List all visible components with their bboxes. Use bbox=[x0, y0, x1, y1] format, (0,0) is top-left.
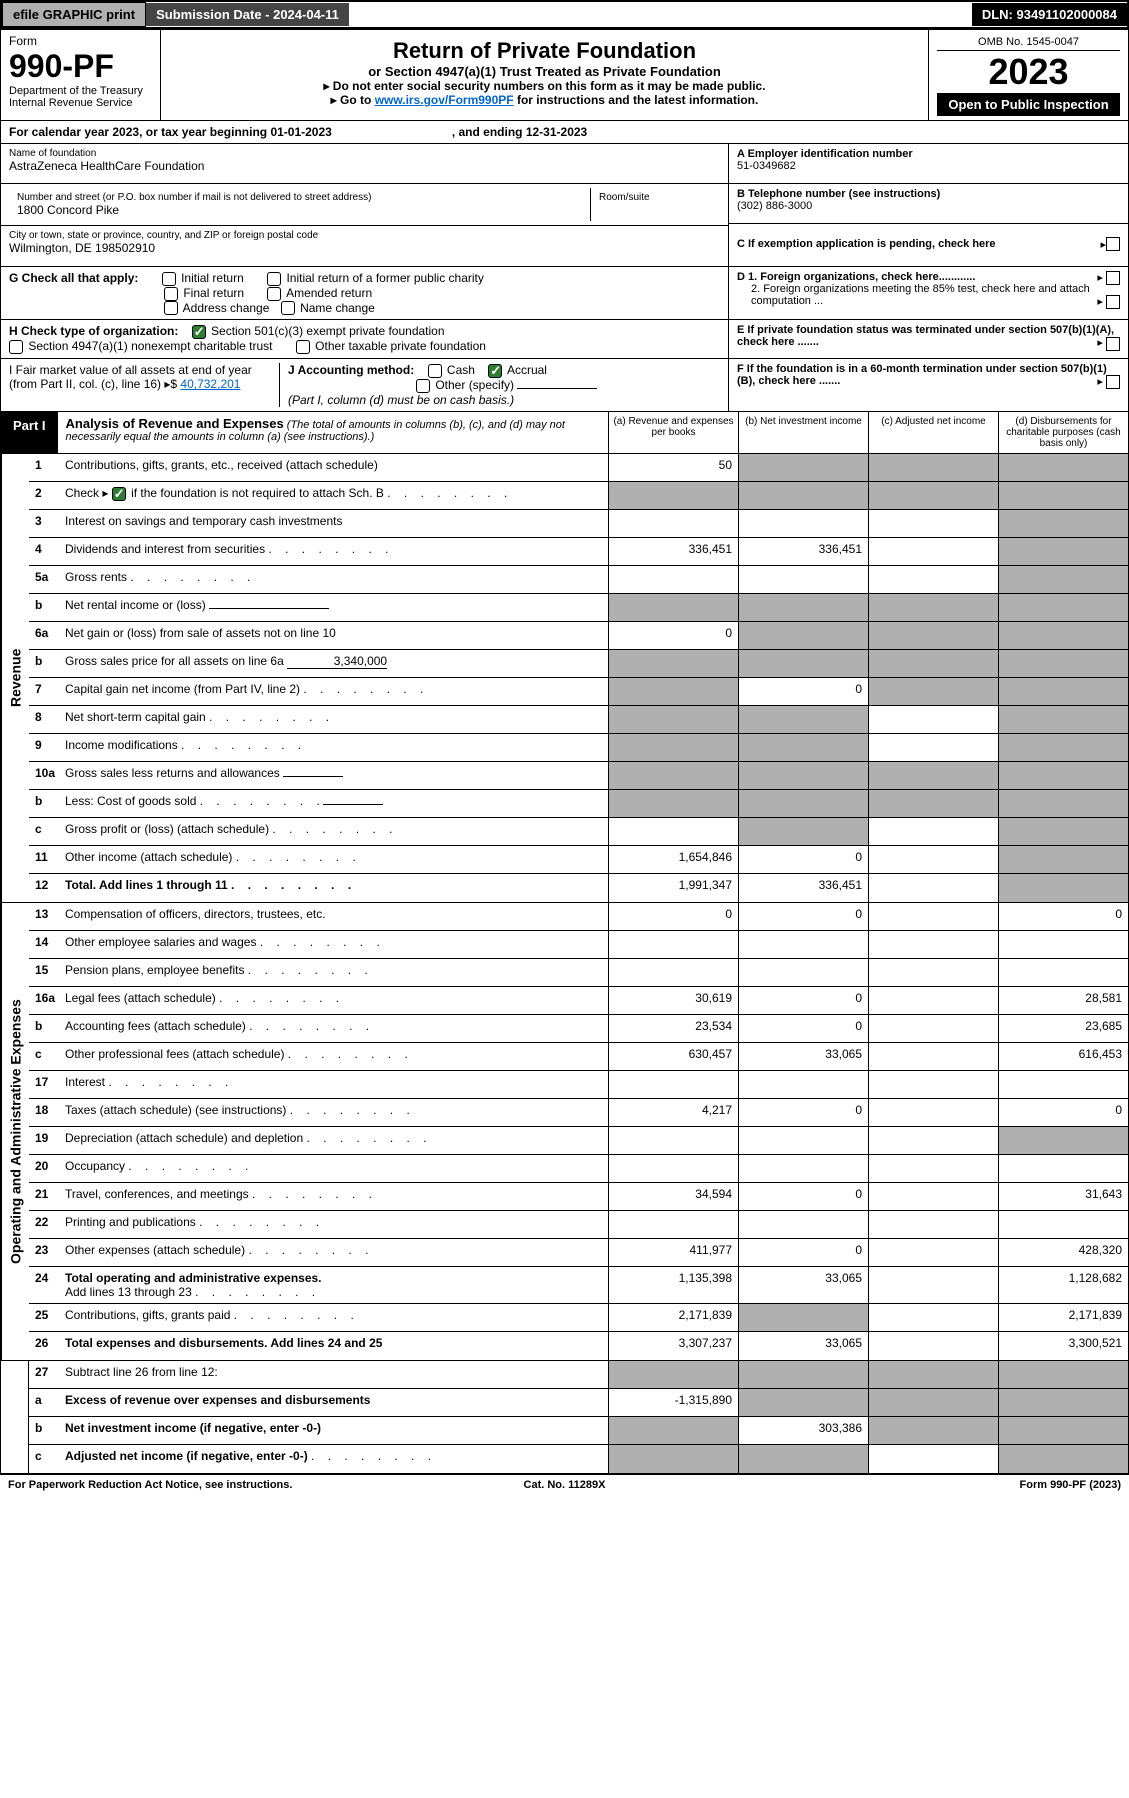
cat-no: Cat. No. 11289X bbox=[379, 1479, 750, 1491]
paperwork-notice: For Paperwork Reduction Act Notice, see … bbox=[8, 1479, 379, 1491]
f-checkbox[interactable] bbox=[1106, 375, 1120, 389]
address-change-cb[interactable] bbox=[164, 301, 178, 315]
4947-cb[interactable] bbox=[9, 340, 23, 354]
initial-former-cb[interactable] bbox=[267, 272, 281, 286]
e-checkbox[interactable] bbox=[1106, 337, 1120, 351]
final-return-cb[interactable] bbox=[164, 287, 178, 301]
irs: Internal Revenue Service bbox=[9, 97, 152, 109]
col-a-hdr: (a) Revenue and expenses per books bbox=[608, 412, 738, 453]
ij-row: I Fair market value of all assets at end… bbox=[0, 359, 1129, 412]
c-label: C If exemption application is pending, c… bbox=[737, 238, 1096, 250]
d1-checkbox[interactable] bbox=[1106, 271, 1120, 285]
col-c-hdr: (c) Adjusted net income bbox=[868, 412, 998, 453]
city-label: City or town, state or province, country… bbox=[9, 230, 720, 241]
d2-checkbox[interactable] bbox=[1106, 295, 1120, 309]
street-address: 1800 Concord Pike bbox=[17, 203, 582, 217]
ein-label: A Employer identification number bbox=[737, 148, 1120, 160]
other-method-cb[interactable] bbox=[416, 379, 430, 393]
dln: DLN: 93491102000084 bbox=[972, 3, 1127, 26]
telephone: (302) 886-3000 bbox=[737, 200, 1120, 212]
ein: 51-0349682 bbox=[737, 160, 1120, 172]
tax-year: 2023 bbox=[937, 51, 1120, 93]
name-change-cb[interactable] bbox=[281, 301, 295, 315]
foundation-name: AstraZeneca HealthCare Foundation bbox=[9, 159, 720, 173]
h-row: H Check type of organization: Section 50… bbox=[0, 320, 1129, 359]
other-tax-cb[interactable] bbox=[296, 340, 310, 354]
col-b-hdr: (b) Net investment income bbox=[738, 412, 868, 453]
form-word: Form bbox=[9, 34, 152, 48]
instr-1: ▸ Do not enter social security numbers o… bbox=[169, 79, 920, 93]
identity-block: Name of foundation AstraZeneca HealthCar… bbox=[0, 144, 1129, 267]
room-label: Room/suite bbox=[599, 192, 712, 203]
fmv-link[interactable]: 40,732,201 bbox=[180, 377, 240, 391]
form-subtitle: or Section 4947(a)(1) Trust Treated as P… bbox=[169, 64, 920, 79]
open-inspection: Open to Public Inspection bbox=[937, 93, 1120, 116]
name-label: Name of foundation bbox=[9, 148, 720, 159]
501c3-cb[interactable] bbox=[192, 325, 206, 339]
cash-cb[interactable] bbox=[428, 364, 442, 378]
form-title: Return of Private Foundation bbox=[169, 38, 920, 64]
revenue-table: Revenue 1Contributions, gifts, grants, e… bbox=[0, 454, 1129, 903]
g-row: G Check all that apply: Initial return I… bbox=[0, 267, 1129, 320]
page-footer: For Paperwork Reduction Act Notice, see … bbox=[0, 1474, 1129, 1495]
schB-cb[interactable] bbox=[112, 487, 126, 501]
part1-header: Part I Analysis of Revenue and Expenses … bbox=[0, 412, 1129, 454]
calendar-year-row: For calendar year 2023, or tax year begi… bbox=[0, 121, 1129, 144]
submission-date: Submission Date - 2024-04-11 bbox=[146, 3, 349, 26]
form-ref: Form 990-PF (2023) bbox=[750, 1479, 1121, 1491]
omb-number: OMB No. 1545-0047 bbox=[937, 34, 1120, 51]
col-d-hdr: (d) Disbursements for charitable purpose… bbox=[998, 412, 1128, 453]
addr-label: Number and street (or P.O. box number if… bbox=[17, 192, 582, 203]
net-table: 27Subtract line 26 from line 12: aExcess… bbox=[0, 1361, 1129, 1474]
tel-label: B Telephone number (see instructions) bbox=[737, 188, 1120, 200]
form990pf-link[interactable]: www.irs.gov/Form990PF bbox=[375, 93, 514, 107]
amended-return-cb[interactable] bbox=[267, 287, 281, 301]
accrual-cb[interactable] bbox=[488, 364, 502, 378]
part1-tag: Part I bbox=[1, 412, 58, 453]
city-state-zip: Wilmington, DE 198502910 bbox=[9, 241, 720, 255]
efile-print-button[interactable]: efile GRAPHIC print bbox=[2, 2, 146, 27]
topbar: efile GRAPHIC print Submission Date - 20… bbox=[0, 0, 1129, 29]
expenses-table: Operating and Administrative Expenses 13… bbox=[0, 903, 1129, 1361]
form-header: Form 990-PF Department of the Treasury I… bbox=[0, 29, 1129, 121]
instr-2: ▸ Go to www.irs.gov/Form990PF for instru… bbox=[169, 93, 920, 107]
form-number: 990-PF bbox=[9, 48, 152, 85]
c-checkbox[interactable] bbox=[1106, 237, 1120, 251]
expenses-sidelabel: Operating and Administrative Expenses bbox=[1, 903, 29, 1360]
dept: Department of the Treasury bbox=[9, 85, 152, 97]
initial-return-cb[interactable] bbox=[162, 272, 176, 286]
revenue-sidelabel: Revenue bbox=[1, 454, 29, 902]
